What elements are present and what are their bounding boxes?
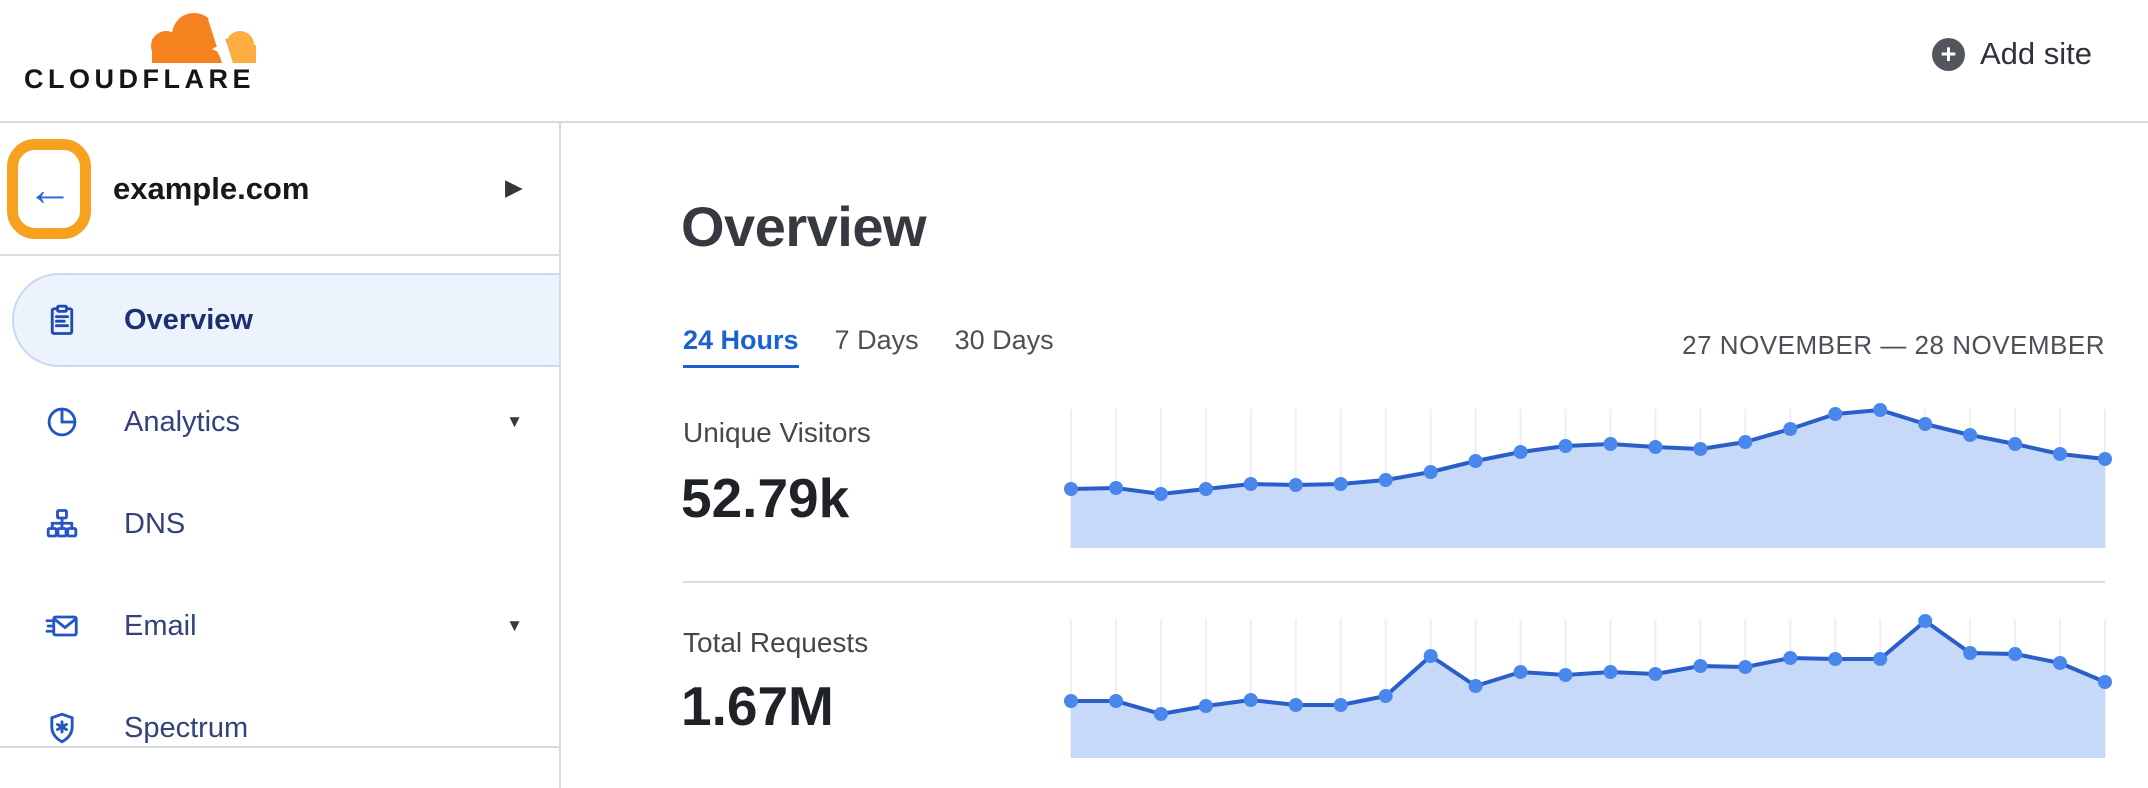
sidebar-item-label: DNS — [124, 507, 186, 540]
tab-7-days[interactable]: 7 Days — [834, 325, 919, 355]
sidebar-item-label: Email — [124, 609, 197, 642]
sitemap-icon — [44, 506, 80, 542]
sidebar-item-email[interactable]: Email ▼ — [0, 575, 559, 677]
back-arrow-icon: ← — [27, 163, 73, 215]
sidebar-right-divider — [559, 123, 561, 788]
chevron-down-icon[interactable]: ▼ — [506, 412, 523, 431]
total-requests-value: 1.67M — [681, 675, 834, 737]
unique-visitors-label: Unique Visitors — [683, 417, 871, 448]
site-domain: example.com — [113, 171, 310, 206]
sidebar-item-overview[interactable]: Overview — [12, 273, 559, 367]
tab-24-hours[interactable]: 24 Hours — [683, 325, 799, 368]
add-site-button[interactable]: + Add site — [1931, 36, 2092, 72]
sidebar-item-spectrum[interactable]: Spectrum — [0, 677, 559, 779]
sidebar-item-label: Analytics — [124, 405, 241, 438]
cloudflare-logo[interactable]: CLOUDFLARE — [24, 6, 264, 98]
pie-chart-icon — [44, 404, 80, 440]
chevron-down-icon[interactable]: ▼ — [506, 616, 523, 635]
add-site-label: Add site — [1979, 36, 2092, 71]
time-range-tabs: 24 Hours 7 Days 30 Days — [683, 325, 1054, 368]
sidebar-item-analytics[interactable]: Analytics ▼ — [0, 371, 559, 473]
cloudflare-cloud-icon — [151, 13, 256, 63]
email-icon — [44, 608, 80, 644]
site-selector-divider — [0, 254, 559, 256]
back-button[interactable]: ← — [18, 156, 82, 222]
sidebar-item-label: Overview — [124, 303, 253, 336]
clipboard-icon — [44, 302, 80, 338]
page-title: Overview — [681, 195, 927, 258]
cloudflare-wordmark: CLOUDFLARE — [24, 64, 255, 94]
sidebar-section-divider — [0, 746, 559, 748]
sidebar-item-dns[interactable]: DNS — [0, 473, 559, 575]
tab-30-days[interactable]: 30 Days — [954, 325, 1054, 355]
date-range-label: 27 NOVEMBER — 28 NOVEMBER — [1682, 330, 2105, 360]
stat-row-divider — [683, 581, 2105, 583]
total-requests-label: Total Requests — [683, 627, 869, 658]
unique-visitors-value: 52.79k — [681, 467, 850, 529]
header-bottom-divider — [0, 121, 2148, 123]
total-requests-chart — [1060, 613, 2112, 758]
sidebar-item-label: Spectrum — [124, 711, 249, 744]
shield-icon — [44, 710, 80, 746]
plus-icon: + — [1931, 37, 1965, 71]
caret-right-icon[interactable]: ▶ — [505, 174, 523, 200]
unique-visitors-chart — [1060, 403, 2112, 548]
